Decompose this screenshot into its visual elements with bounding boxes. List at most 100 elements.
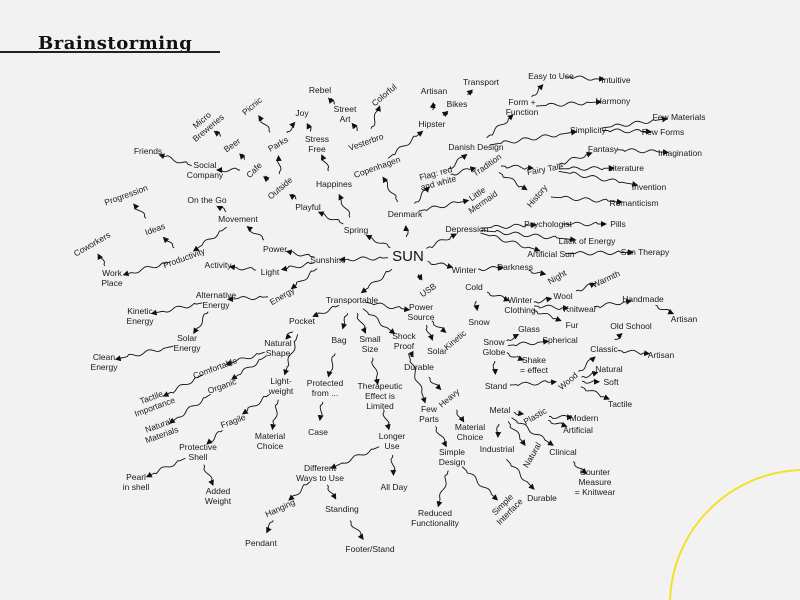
link-protectiveshell-pearl — [145, 457, 186, 478]
node-reduced: Reduced Functionality — [411, 508, 459, 528]
link-metal-clinical — [511, 417, 554, 446]
link-social-friends — [158, 153, 192, 167]
node-soft: Soft — [603, 377, 619, 387]
node-tactile1: Tactile — [607, 399, 633, 409]
node-workplace: Work Place — [101, 268, 123, 288]
link-fairytale-fantasy — [558, 151, 593, 165]
node-protectiveshell: Protective Shell — [179, 442, 217, 462]
node-artificial: Artificial — [563, 425, 593, 435]
link-spring-playful — [317, 211, 344, 225]
link-classic-oldschool — [614, 333, 623, 341]
node-pendant: Pendant — [245, 538, 277, 548]
node-cleanenergy: Clean Energy — [90, 352, 118, 372]
link-sunshine-light — [280, 261, 315, 272]
link-pocket-lightweight — [283, 334, 299, 376]
link-powersource-kinetic2 — [431, 320, 447, 334]
node-fewparts: Few Parts — [419, 404, 439, 424]
link-productivity-ideas — [162, 236, 175, 249]
link-transportable-shockproof — [362, 308, 396, 335]
link-energy-altenergy — [227, 295, 269, 303]
node-powersource: Power Source — [407, 302, 435, 322]
node-formfunction: Form + Function — [505, 97, 539, 117]
node-metal: Metal — [489, 405, 511, 415]
link-winterclothing-wool — [533, 296, 553, 304]
link-streetart-rebel — [328, 97, 336, 105]
link-danishdesign-formfunction — [486, 114, 514, 139]
link-bag-protectedfrom — [326, 353, 336, 378]
link-sun-denmark — [403, 225, 410, 238]
link-fairytale-literature — [559, 165, 615, 172]
link-fragile-protectiveshell — [206, 429, 223, 445]
link-altenergy-solarenergy — [193, 311, 209, 334]
node-durable2: Durable — [404, 362, 434, 372]
link-stressfree-joy — [306, 122, 313, 132]
link-parks-picnic — [258, 115, 271, 133]
link-durable2-heavy — [428, 376, 442, 391]
link-metal-natural2 — [507, 421, 526, 447]
link-darkness-night — [528, 269, 547, 277]
link-snowglobe-glass — [506, 334, 520, 341]
link-depression-artificialsun — [480, 232, 541, 252]
node-invention: Invention — [631, 182, 667, 192]
link-denmark-copenhagen — [382, 176, 399, 203]
node-rebel: Rebel — [308, 85, 332, 95]
link-depression-psychologist — [480, 222, 537, 229]
link-stand-wood — [509, 379, 557, 387]
link-metal-industrial — [495, 423, 502, 438]
link-therapeutic-longeruse — [382, 409, 391, 431]
link-pocket-naturalshape — [285, 331, 294, 340]
node-bag: Bag — [331, 335, 347, 345]
node-lackofenergy: Lack of Energy — [558, 236, 616, 246]
link-tradition-history — [498, 172, 528, 191]
node-clinical: Clinical — [549, 447, 577, 457]
link-knitwear-handmade — [593, 298, 633, 309]
node-stand: Stand — [484, 381, 508, 391]
link-bikes-transport — [466, 89, 473, 96]
link-differentways-hanging — [288, 481, 310, 501]
node-stressfree: Stress Free — [304, 134, 330, 154]
node-naturalshape: Natural Shape — [264, 338, 292, 358]
link-vesterbro-streetart — [351, 122, 358, 132]
link-hanging-pendant — [266, 520, 274, 534]
node-psychologist: Psychologist — [524, 219, 572, 229]
link-productivity-workplace — [122, 261, 171, 277]
node-fewforms: Few Forms — [641, 127, 685, 137]
link-solarenergy-cleanenergy — [114, 345, 174, 362]
node-power: Power — [262, 244, 288, 254]
link-simplicity-fewmaterials — [601, 116, 669, 129]
node-harmony: Harmony — [595, 96, 631, 106]
link-denmark-flag — [413, 186, 430, 204]
link-vesterbro-colorful — [370, 105, 381, 130]
link-cafe-beer — [239, 153, 246, 160]
node-longeruse: Longer Use — [378, 431, 406, 451]
link-sunshine-power — [285, 249, 315, 258]
link-sun-usb — [416, 273, 423, 281]
node-fantasy: Fantasy — [587, 144, 619, 154]
link-simpledesign-reduced — [436, 470, 449, 508]
node-oldschool: Old School — [610, 321, 652, 331]
node-lightweight: Light- weight — [268, 376, 294, 396]
link-lightweight-fragile — [241, 393, 270, 415]
link-transportable-bag — [341, 313, 349, 330]
link-simplicity-fewforms — [602, 128, 652, 135]
link-transportable-pocket — [312, 304, 340, 318]
link-transportable-powersource — [365, 301, 411, 313]
node-materialchoice2: Material Choice — [454, 422, 486, 442]
node-light: Light — [260, 267, 280, 277]
node-danishdesign: Danish Design — [448, 142, 504, 152]
node-easytouse: Easy to Use — [528, 71, 574, 81]
node-transportable: Transportable — [325, 295, 379, 305]
link-formfunction-harmony — [535, 99, 602, 107]
node-friends: Friends — [133, 146, 163, 156]
link-sun-sunshine — [339, 256, 389, 263]
decorative-arc — [669, 469, 800, 600]
node-artisan3: Artisan — [647, 350, 675, 360]
node-pearl: Pearl in shell — [122, 472, 150, 492]
link-artificialsun-suntherapy — [565, 249, 634, 256]
node-therapeutic: Therapeutic Effect is Limited — [357, 381, 403, 411]
node-intuitive: Intuitive — [601, 75, 631, 85]
link-playful-outside — [289, 193, 297, 201]
node-shake: Shake = effect — [520, 355, 548, 375]
link-naturalshape-organic — [231, 355, 267, 380]
link-depression-lackofenergy — [480, 229, 577, 243]
